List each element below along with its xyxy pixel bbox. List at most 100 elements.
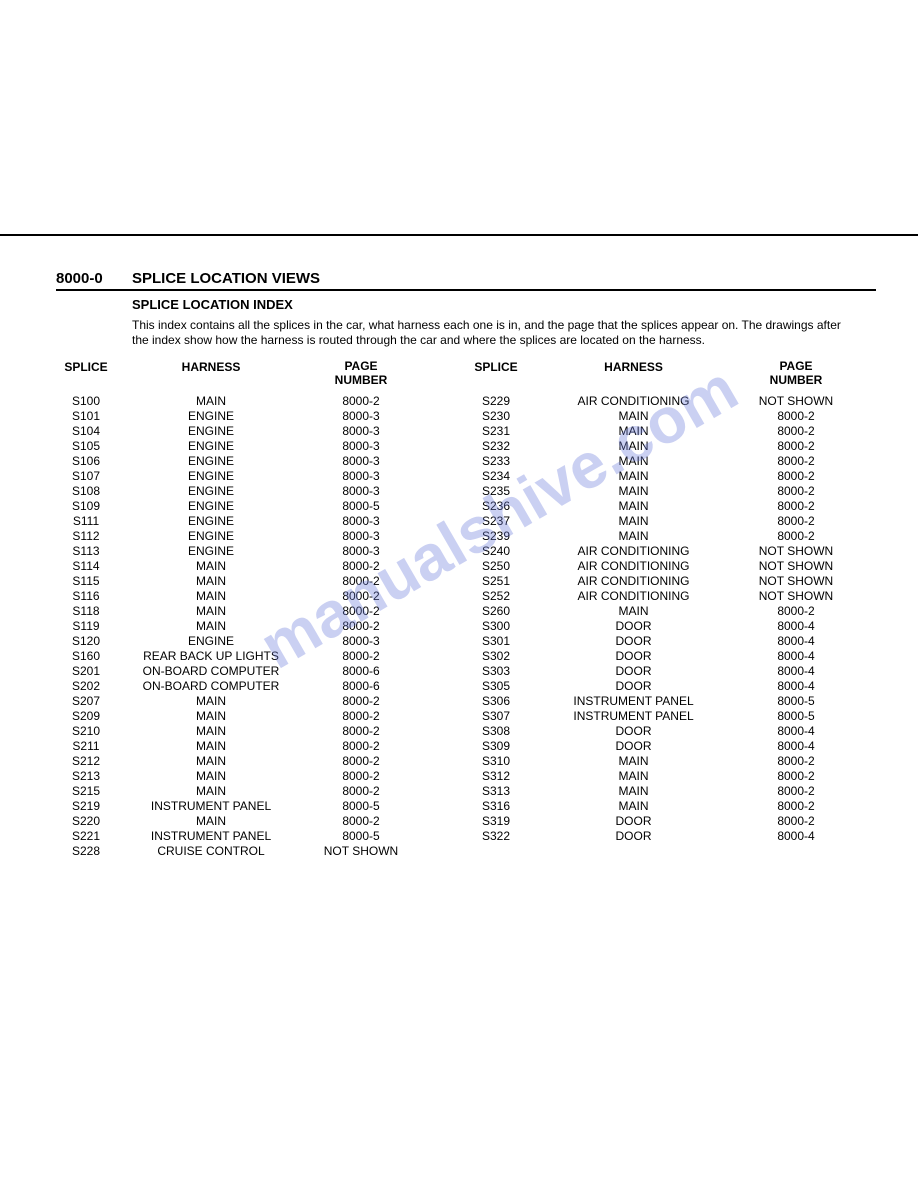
col-header-page: PAGENUMBER — [306, 360, 416, 388]
cell-splice: S308 — [466, 724, 526, 739]
cell-splice: S319 — [466, 814, 526, 829]
table-row: S119MAIN8000-2 — [56, 619, 426, 634]
cell-harness: MAIN — [116, 619, 306, 634]
cell-splice: S260 — [466, 604, 526, 619]
cell-splice: S116 — [56, 589, 116, 604]
cell-harness: ENGINE — [116, 529, 306, 544]
cell-page: 8000-2 — [741, 814, 851, 829]
table-row: S305DOOR8000-4 — [466, 679, 861, 694]
table-row: S300DOOR8000-4 — [466, 619, 861, 634]
cell-page: 8000-4 — [741, 664, 851, 679]
cell-page: 8000-2 — [306, 814, 416, 829]
cell-harness: AIR CONDITIONING — [526, 589, 741, 604]
cell-splice: S316 — [466, 799, 526, 814]
table-row: S105ENGINE8000-3 — [56, 439, 426, 454]
table-row: S319DOOR8000-2 — [466, 814, 861, 829]
table-row: S120ENGINE8000-3 — [56, 634, 426, 649]
cell-splice: S251 — [466, 574, 526, 589]
cell-page: 8000-5 — [306, 499, 416, 514]
table-row: S118MAIN8000-2 — [56, 604, 426, 619]
table-row: S113ENGINE8000-3 — [56, 544, 426, 559]
cell-harness: ENGINE — [116, 454, 306, 469]
table-row: S230MAIN8000-2 — [466, 409, 861, 424]
cell-page: 8000-2 — [741, 439, 851, 454]
table-row: S234MAIN8000-2 — [466, 469, 861, 484]
cell-splice: S120 — [56, 634, 116, 649]
cell-splice: S322 — [466, 829, 526, 844]
cell-splice: S306 — [466, 694, 526, 709]
table-row: S316MAIN8000-2 — [466, 799, 861, 814]
cell-page: 8000-2 — [306, 694, 416, 709]
cell-splice: S229 — [466, 394, 526, 409]
cell-splice: S310 — [466, 754, 526, 769]
table-row: S100MAIN8000-2 — [56, 394, 426, 409]
cell-harness: ENGINE — [116, 499, 306, 514]
table-row: S302DOOR8000-4 — [466, 649, 861, 664]
cell-harness: MAIN — [116, 574, 306, 589]
sub-title: SPLICE LOCATION INDEX — [132, 297, 876, 312]
table-row: S109ENGINE8000-5 — [56, 499, 426, 514]
table-row: S240AIR CONDITIONINGNOT SHOWN — [466, 544, 861, 559]
table-row: S310MAIN8000-2 — [466, 754, 861, 769]
table-row: S232MAIN8000-2 — [466, 439, 861, 454]
cell-splice: S233 — [466, 454, 526, 469]
table-row: S202ON-BOARD COMPUTER8000-6 — [56, 679, 426, 694]
table-row: S307INSTRUMENT PANEL8000-5 — [466, 709, 861, 724]
cell-splice: S302 — [466, 649, 526, 664]
table-row: S236MAIN8000-2 — [466, 499, 861, 514]
cell-harness: AIR CONDITIONING — [526, 394, 741, 409]
cell-harness: ON-BOARD COMPUTER — [116, 679, 306, 694]
table-row: S116MAIN8000-2 — [56, 589, 426, 604]
table-row: S231MAIN8000-2 — [466, 424, 861, 439]
cell-harness: DOOR — [526, 649, 741, 664]
cell-splice: S230 — [466, 409, 526, 424]
cell-harness: DOOR — [526, 829, 741, 844]
cell-page: 8000-3 — [306, 544, 416, 559]
cell-harness: MAIN — [116, 589, 306, 604]
cell-splice: S108 — [56, 484, 116, 499]
cell-page: 8000-4 — [741, 619, 851, 634]
cell-splice: S202 — [56, 679, 116, 694]
cell-harness: ENGINE — [116, 544, 306, 559]
cell-harness: MAIN — [526, 769, 741, 784]
cell-page: 8000-2 — [741, 784, 851, 799]
cell-harness: MAIN — [526, 454, 741, 469]
cell-page: 8000-2 — [306, 394, 416, 409]
table-row: S250AIR CONDITIONINGNOT SHOWN — [466, 559, 861, 574]
table-row: S114MAIN8000-2 — [56, 559, 426, 574]
table-row: S239MAIN8000-2 — [466, 529, 861, 544]
cell-splice: S160 — [56, 649, 116, 664]
tables-wrapper: SPLICE HARNESS PAGENUMBER S100MAIN8000-2… — [56, 360, 876, 859]
cell-harness: DOOR — [526, 739, 741, 754]
cell-page: NOT SHOWN — [741, 394, 851, 409]
table-row: S237MAIN8000-2 — [466, 514, 861, 529]
cell-harness: DOOR — [526, 634, 741, 649]
cell-splice: S104 — [56, 424, 116, 439]
cell-harness: MAIN — [526, 529, 741, 544]
cell-page: 8000-2 — [306, 739, 416, 754]
cell-harness: MAIN — [526, 784, 741, 799]
cell-page: 8000-2 — [306, 604, 416, 619]
table-row: S108ENGINE8000-3 — [56, 484, 426, 499]
cell-page: 8000-2 — [741, 754, 851, 769]
cell-splice: S239 — [466, 529, 526, 544]
table-row: S112ENGINE8000-3 — [56, 529, 426, 544]
cell-splice: S111 — [56, 514, 116, 529]
cell-page: 8000-5 — [741, 709, 851, 724]
cell-page: NOT SHOWN — [741, 589, 851, 604]
cell-splice: S201 — [56, 664, 116, 679]
table-row: S201ON-BOARD COMPUTER8000-6 — [56, 664, 426, 679]
table-row: S312MAIN8000-2 — [466, 769, 861, 784]
cell-page: 8000-3 — [306, 484, 416, 499]
table-row: S233MAIN8000-2 — [466, 454, 861, 469]
cell-splice: S301 — [466, 634, 526, 649]
cell-splice: S101 — [56, 409, 116, 424]
table-row: S210MAIN8000-2 — [56, 724, 426, 739]
cell-splice: S221 — [56, 829, 116, 844]
cell-splice: S106 — [56, 454, 116, 469]
cell-splice: S115 — [56, 574, 116, 589]
col-header-splice: SPLICE — [56, 360, 116, 388]
cell-harness: INSTRUMENT PANEL — [116, 799, 306, 814]
table-row: S309DOOR8000-4 — [466, 739, 861, 754]
cell-splice: S112 — [56, 529, 116, 544]
